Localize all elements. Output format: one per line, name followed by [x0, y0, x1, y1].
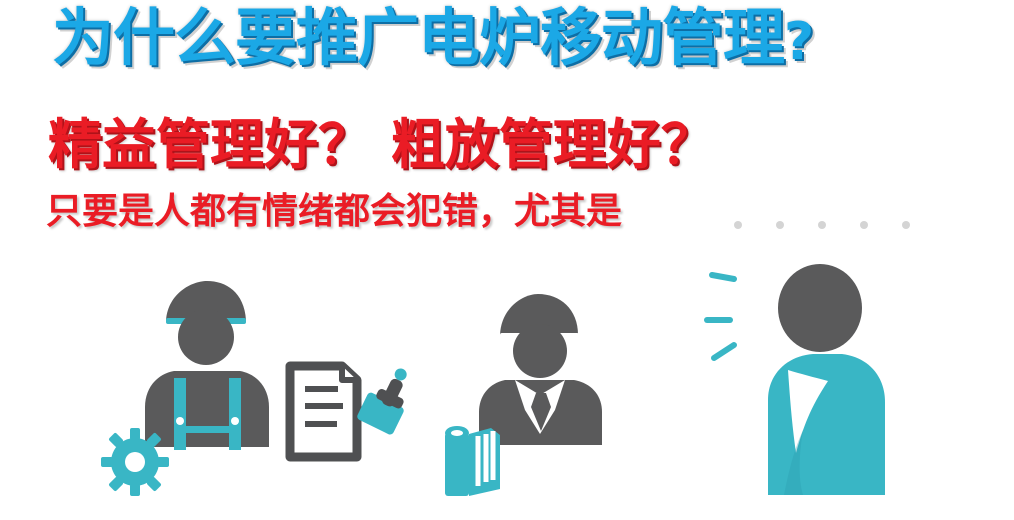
- management-question: 精益管理好？ 粗放管理好？: [48, 114, 715, 176]
- page-title-question-mark: ?: [784, 12, 813, 72]
- blueprint-roll-icon: [445, 426, 500, 496]
- page-title-text: 为什么要推广电炉移动管理: [52, 1, 784, 74]
- worker-with-gear-icon: [101, 281, 269, 496]
- ellipsis-dots: [730, 215, 920, 235]
- illustration-area: [0, 250, 1014, 520]
- human-error-statement: 只要是人都有情绪都会犯错，尤其是: [46, 188, 622, 236]
- speaking-person-icon: [707, 264, 885, 495]
- document-with-stamp-icon: [290, 360, 420, 457]
- manager-with-tie-icon: [479, 294, 602, 445]
- page-title: 为什么要推广电炉移动管理?: [52, 2, 813, 78]
